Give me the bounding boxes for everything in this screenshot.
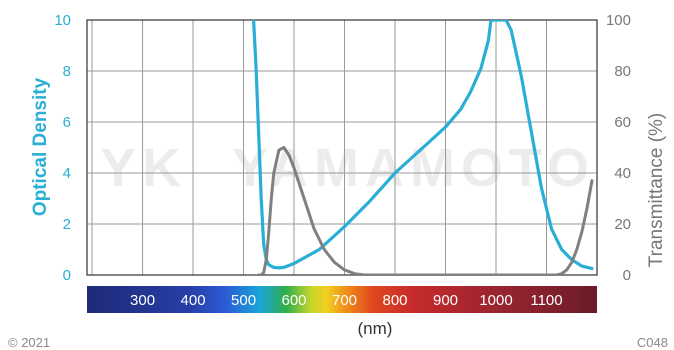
optical-density-line	[252, 20, 594, 271]
left-axis-ticks: 0 2 4 6 8 10	[54, 12, 71, 284]
wavelength-tick-label: 600	[282, 292, 307, 309]
series-layer	[252, 20, 594, 275]
left-tick-label: 10	[54, 12, 71, 29]
right-tick-label: 0	[623, 267, 631, 284]
left-tick-label: 4	[63, 165, 71, 182]
transmittance-line	[257, 146, 594, 275]
wavelength-tick-label: 1000	[479, 292, 512, 309]
wavelength-tick-label: 500	[231, 292, 256, 309]
wavelength-tick-label: 400	[181, 292, 206, 309]
left-tick-label: 0	[63, 267, 71, 284]
wavelength-tick-label: 900	[433, 292, 458, 309]
copyright: © 2021	[8, 335, 50, 350]
left-tick-label: 2	[63, 216, 71, 233]
watermark: YK YAMAMOTO	[100, 138, 595, 198]
wavelength-tick-label: 800	[383, 292, 408, 309]
watermark-logo: YK	[100, 138, 187, 198]
right-tick-label: 40	[614, 165, 631, 182]
wavelength-tick-label: 700	[332, 292, 357, 309]
figure-code: C048	[637, 335, 668, 350]
right-tick-label: 20	[614, 216, 631, 233]
right-tick-label: 100	[606, 12, 631, 29]
right-tick-label: 60	[614, 114, 631, 131]
right-axis-title: Transmittance (%)	[646, 113, 667, 268]
right-tick-label: 80	[614, 63, 631, 80]
wavelength-spectrum-bar	[87, 286, 597, 313]
left-tick-label: 6	[63, 114, 71, 131]
watermark-text: YAMAMOTO	[232, 138, 595, 198]
wavelength-ticks: 300 400 500 600 700 800 900 1000 1100	[130, 292, 563, 309]
right-axis-ticks: 0 20 40 60 80 100	[606, 12, 631, 284]
wavelength-tick-label: 300	[130, 292, 155, 309]
wavelength-tick-label: 1100	[530, 292, 562, 309]
left-tick-label: 8	[63, 63, 71, 80]
x-axis-title: (nm)	[358, 319, 393, 338]
plot-frame	[86, 19, 598, 276]
left-axis-title: Optical Density	[30, 77, 51, 216]
